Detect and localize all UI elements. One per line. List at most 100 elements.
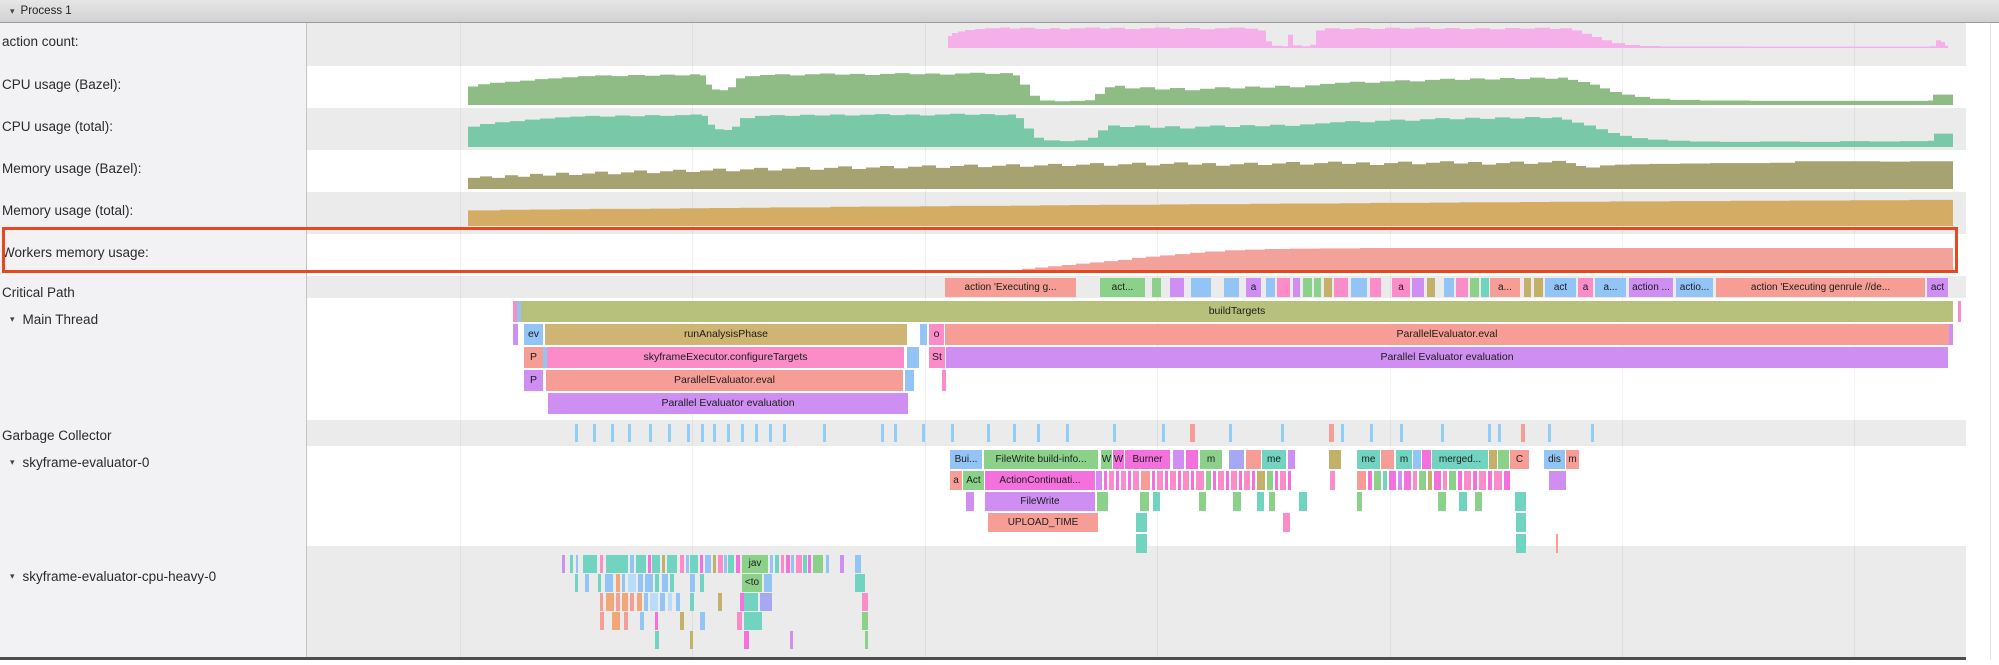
trace-slice[interactable] <box>1334 278 1348 297</box>
trace-slice[interactable] <box>1549 471 1566 490</box>
garbage-collector-track[interactable] <box>307 420 1966 446</box>
trace-slice[interactable] <box>1109 471 1114 490</box>
trace-slice[interactable] <box>1412 278 1424 297</box>
trace-slice[interactable] <box>700 574 704 592</box>
trace-slice[interactable] <box>966 492 974 511</box>
trace-slice[interactable] <box>1413 450 1421 469</box>
trace-slice[interactable] <box>987 424 990 442</box>
trace-slice[interactable]: Bui... <box>950 450 982 469</box>
trace-slice[interactable] <box>728 555 734 573</box>
trace-slice[interactable]: m <box>1396 450 1412 469</box>
trace-slice[interactable] <box>622 593 628 611</box>
trace-slice[interactable]: action 'Executing genrule //de... <box>1716 278 1925 297</box>
trace-slice[interactable] <box>813 555 823 573</box>
trace-slice[interactable]: FileWrite build-info... <box>984 450 1098 469</box>
trace-slice[interactable] <box>649 424 652 442</box>
trace-slice[interactable] <box>598 574 601 592</box>
trace-slice[interactable] <box>1173 450 1184 469</box>
trace-slice[interactable] <box>736 555 740 573</box>
trace-slice[interactable] <box>727 424 730 442</box>
workers-memory-chart[interactable] <box>307 240 1966 272</box>
trace-slice[interactable] <box>1293 278 1300 297</box>
trace-slice[interactable] <box>690 631 693 649</box>
trace-slice[interactable] <box>1428 471 1432 490</box>
trace-slice[interactable]: P <box>524 370 543 391</box>
trace-slice[interactable] <box>1299 492 1307 511</box>
trace-slice[interactable] <box>1096 471 1102 490</box>
trace-slice[interactable] <box>755 424 758 442</box>
trace-slice[interactable] <box>1191 471 1194 490</box>
trace-slice[interactable] <box>840 555 844 573</box>
trace-slice[interactable]: Burner <box>1125 450 1170 469</box>
trace-slice[interactable] <box>713 555 716 573</box>
trace-slice[interactable] <box>1515 492 1526 511</box>
trace-slice[interactable] <box>1152 471 1155 490</box>
trace-slice[interactable] <box>1066 424 1069 442</box>
trace-slice[interactable] <box>1464 471 1471 490</box>
trace-slice[interactable] <box>1427 278 1435 297</box>
trace-slice[interactable] <box>907 347 919 368</box>
trace-slice[interactable] <box>1162 424 1165 442</box>
trace-slice[interactable] <box>600 612 604 630</box>
trace-slice[interactable] <box>1013 424 1016 442</box>
trace-slice[interactable] <box>783 424 786 442</box>
trace-slice[interactable]: act... <box>1100 278 1145 297</box>
trace-slice[interactable] <box>605 574 613 592</box>
trace-slice[interactable] <box>1341 424 1344 442</box>
trace-slice[interactable] <box>648 555 651 573</box>
trace-slice[interactable] <box>687 424 690 442</box>
trace-slice[interactable] <box>1152 278 1161 297</box>
trace-slice[interactable] <box>1266 278 1275 297</box>
trace-slice[interactable] <box>576 555 578 573</box>
trace-slice[interactable] <box>737 612 742 630</box>
trace-slice[interactable] <box>655 574 659 592</box>
trace-slice[interactable] <box>1267 471 1273 490</box>
trace-slice[interactable]: a... <box>1490 278 1520 297</box>
trace-slice[interactable]: actio... <box>1676 278 1713 297</box>
sidebar-item-main-thread[interactable]: ▾ Main Thread <box>0 309 98 329</box>
trace-slice[interactable]: dis <box>1544 450 1565 469</box>
trace-slice[interactable] <box>862 612 868 630</box>
trace-slice[interactable] <box>513 324 518 345</box>
trace-slice[interactable] <box>637 593 642 611</box>
trace-slice[interactable]: Parallel Evaluator evaluation <box>946 347 1948 368</box>
trace-slice[interactable] <box>1389 471 1396 490</box>
trace-slice[interactable] <box>1288 471 1291 490</box>
collapse-arrow-icon[interactable]: ▾ <box>10 570 15 581</box>
trace-slice[interactable] <box>606 555 628 573</box>
trace-slice[interactable] <box>770 555 773 573</box>
trace-slice[interactable] <box>680 555 684 573</box>
trace-slice[interactable]: <to <box>742 574 762 592</box>
trace-slice[interactable]: act <box>1545 278 1576 297</box>
trace-slice[interactable] <box>628 574 636 592</box>
trace-slice[interactable]: jav <box>742 555 768 573</box>
trace-slice[interactable] <box>655 631 659 649</box>
trace-slice[interactable] <box>1479 471 1486 490</box>
trace-slice[interactable]: FileWrite <box>985 492 1095 511</box>
trace-slice[interactable] <box>1368 471 1372 490</box>
trace-slice[interactable] <box>740 593 744 611</box>
trace-slice[interactable] <box>775 555 779 573</box>
trace-slice[interactable] <box>1494 471 1502 490</box>
trace-slice[interactable] <box>611 424 614 442</box>
trace-slice[interactable] <box>1441 424 1444 442</box>
trace-slice[interactable] <box>513 301 517 322</box>
trace-slice[interactable] <box>1196 471 1204 490</box>
trace-slice[interactable] <box>1140 492 1149 511</box>
trace-slice[interactable] <box>700 555 703 573</box>
critical-path-track[interactable]: action 'Executing g... act... a a a... act a a.… <box>307 276 1966 298</box>
trace-slice[interactable] <box>628 424 631 442</box>
trace-slice[interactable] <box>1183 471 1189 490</box>
trace-slice[interactable] <box>676 593 680 611</box>
trace-slice[interactable] <box>1498 424 1501 442</box>
trace-slice[interactable]: ParallelEvaluator.eval <box>945 324 1949 345</box>
trace-slice[interactable] <box>1444 278 1454 297</box>
trace-slice[interactable] <box>585 574 589 592</box>
trace-slice[interactable] <box>796 555 802 573</box>
trace-slice[interactable] <box>1229 450 1244 469</box>
trace-slice[interactable] <box>823 424 826 442</box>
trace-slice[interactable] <box>1404 471 1411 490</box>
trace-slice[interactable] <box>652 555 660 573</box>
trace-slice[interactable] <box>705 555 711 573</box>
trace-slice[interactable] <box>662 555 665 573</box>
